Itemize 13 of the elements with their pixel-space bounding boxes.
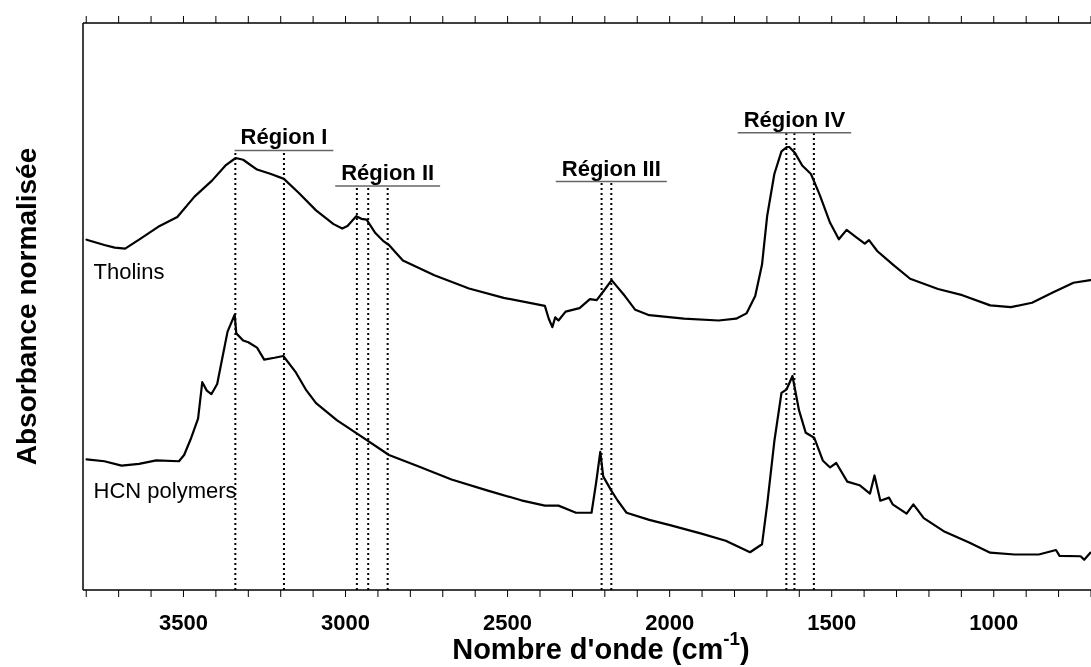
x-tick-label: 3500 [159,609,208,635]
annotation: Région I [240,124,328,150]
series-label: HCN polymers [93,477,237,503]
x-tick-label: 2500 [483,609,533,635]
x-tick-label: 2000 [645,609,695,635]
annotation: Région IV [743,106,846,132]
series-label: Tholins [93,258,165,284]
x-tick-label: 1000 [969,609,1019,635]
annotation: Région II [341,159,435,185]
x-tick-label: 1500 [807,609,857,635]
annotation: Région III [561,155,661,181]
y-axis-title: Absorbance normalisée [10,147,42,466]
x-tick-label: 3000 [321,609,371,635]
